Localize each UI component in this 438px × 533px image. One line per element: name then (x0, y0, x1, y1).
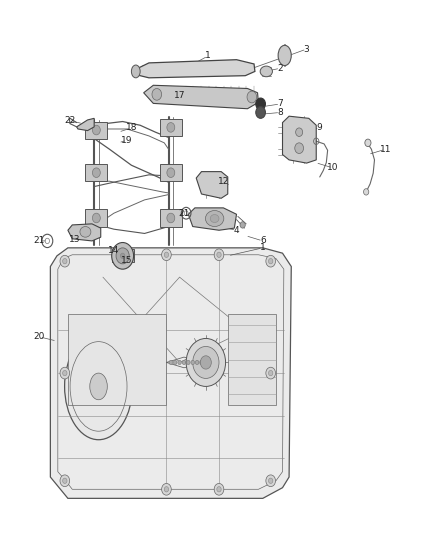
Ellipse shape (164, 487, 169, 492)
Ellipse shape (162, 249, 171, 261)
Ellipse shape (266, 255, 276, 267)
Polygon shape (77, 118, 94, 131)
Polygon shape (85, 122, 107, 139)
Ellipse shape (217, 487, 221, 492)
Ellipse shape (256, 107, 265, 118)
Ellipse shape (266, 367, 276, 379)
Ellipse shape (80, 227, 91, 237)
Polygon shape (112, 249, 134, 262)
Ellipse shape (173, 360, 177, 365)
Ellipse shape (200, 356, 211, 369)
Ellipse shape (167, 123, 175, 132)
Text: 18: 18 (126, 124, 137, 132)
Text: 19: 19 (121, 136, 133, 144)
Ellipse shape (63, 370, 67, 376)
Text: 12: 12 (218, 177, 229, 185)
Polygon shape (196, 172, 228, 198)
Text: 21: 21 (34, 237, 45, 245)
Ellipse shape (268, 370, 273, 376)
Ellipse shape (268, 478, 273, 483)
Ellipse shape (296, 128, 303, 136)
Text: 10: 10 (327, 164, 339, 172)
Ellipse shape (92, 213, 100, 223)
Text: 14: 14 (108, 246, 120, 255)
Ellipse shape (60, 475, 70, 487)
Ellipse shape (63, 478, 67, 483)
Polygon shape (160, 119, 182, 136)
Text: 21: 21 (178, 209, 190, 217)
Ellipse shape (240, 222, 245, 228)
Polygon shape (50, 248, 291, 498)
Ellipse shape (169, 360, 173, 365)
Text: 7: 7 (277, 100, 283, 108)
Ellipse shape (191, 360, 194, 365)
Ellipse shape (90, 373, 107, 400)
Ellipse shape (365, 139, 371, 147)
Ellipse shape (260, 66, 272, 77)
Polygon shape (85, 164, 107, 181)
Ellipse shape (152, 88, 162, 100)
Polygon shape (160, 209, 182, 227)
Polygon shape (188, 208, 237, 230)
Ellipse shape (182, 360, 186, 365)
Text: 17: 17 (174, 92, 185, 100)
Polygon shape (68, 224, 101, 241)
Polygon shape (283, 116, 316, 163)
Text: 11: 11 (380, 145, 391, 154)
Text: 1: 1 (205, 52, 211, 60)
Polygon shape (228, 314, 276, 405)
Ellipse shape (112, 243, 134, 269)
Text: 13: 13 (69, 236, 80, 244)
Ellipse shape (187, 360, 190, 365)
Text: 1: 1 (260, 244, 266, 252)
Polygon shape (136, 60, 255, 78)
Ellipse shape (205, 211, 224, 227)
Ellipse shape (164, 252, 169, 257)
Ellipse shape (200, 360, 203, 365)
Ellipse shape (162, 483, 171, 495)
Ellipse shape (186, 338, 226, 386)
Ellipse shape (195, 360, 199, 365)
Ellipse shape (217, 252, 221, 257)
Ellipse shape (278, 45, 291, 66)
Polygon shape (85, 209, 107, 227)
Ellipse shape (364, 189, 369, 195)
Ellipse shape (295, 143, 304, 154)
Ellipse shape (64, 333, 132, 440)
Text: 3: 3 (304, 45, 310, 53)
Ellipse shape (60, 367, 70, 379)
Text: 15: 15 (121, 256, 133, 265)
Ellipse shape (193, 346, 219, 378)
Ellipse shape (268, 259, 273, 264)
Ellipse shape (167, 213, 175, 223)
Polygon shape (160, 164, 182, 181)
Ellipse shape (116, 248, 129, 264)
Ellipse shape (178, 360, 181, 365)
Text: 9: 9 (317, 124, 323, 132)
Polygon shape (144, 85, 258, 109)
Ellipse shape (60, 255, 70, 267)
Ellipse shape (214, 249, 224, 261)
Ellipse shape (120, 253, 125, 259)
Ellipse shape (92, 168, 100, 177)
Ellipse shape (214, 483, 224, 495)
Ellipse shape (92, 125, 100, 135)
Ellipse shape (247, 91, 257, 103)
Text: 8: 8 (277, 108, 283, 117)
Polygon shape (68, 314, 166, 405)
Text: 22: 22 (64, 117, 76, 125)
Ellipse shape (167, 168, 175, 177)
Ellipse shape (63, 259, 67, 264)
Text: 2: 2 (278, 64, 283, 72)
Ellipse shape (131, 65, 140, 78)
Text: 20: 20 (34, 333, 45, 341)
Ellipse shape (210, 215, 219, 223)
Text: 4: 4 (234, 226, 239, 235)
Ellipse shape (266, 475, 276, 487)
Text: 6: 6 (260, 237, 266, 245)
Ellipse shape (256, 98, 265, 110)
